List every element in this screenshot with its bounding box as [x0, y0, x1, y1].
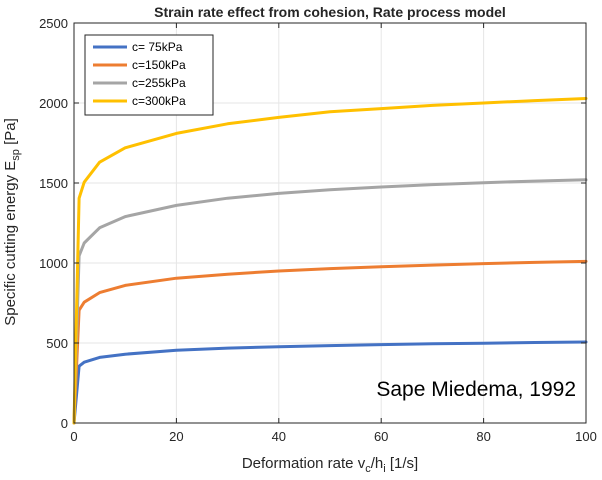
legend-label-3: c=300kPa — [132, 94, 186, 108]
y-axis-label-main: Specific cutting energy E — [2, 161, 19, 326]
legend: c= 75kPa c=150kPa c=255kPa c=300kPa — [84, 34, 214, 116]
y-tick-label-3: 1500 — [39, 176, 68, 191]
legend-label-2: c=255kPa — [132, 76, 186, 90]
y-axis-ticks: 0 500 1000 1500 2000 2500 — [39, 16, 586, 431]
y-axis-label-sub: sp — [10, 149, 22, 161]
x-tick-label-4: 80 — [476, 429, 490, 444]
x-tick-label-5: 100 — [575, 429, 597, 444]
x-axis-label-sub1: c — [365, 463, 371, 475]
y-tick-label-2: 1000 — [39, 256, 68, 271]
series-line-2 — [72, 178, 588, 425]
y-tick-label-0: 0 — [61, 416, 68, 431]
x-tick-label-1: 20 — [169, 429, 183, 444]
x-axis-label-main: Deformation rate v — [242, 455, 366, 472]
x-tick-label-2: 40 — [272, 429, 286, 444]
x-axis-label-sub2: i — [383, 463, 385, 475]
y-axis-label: Specific cutting energy Esp [Pa] — [2, 118, 22, 326]
author-annotation: Sape Miedema, 1992 — [376, 378, 576, 401]
x-tick-label-0: 0 — [70, 429, 77, 444]
legend-label-0: c= 75kPa — [132, 40, 183, 54]
series-lines — [72, 97, 588, 425]
x-axis-label: Deformation rate vc/hi [1/s] — [242, 455, 418, 475]
x-tick-label-3: 60 — [374, 429, 388, 444]
y-tick-label-4: 2000 — [39, 96, 68, 111]
y-tick-label-1: 500 — [46, 336, 68, 351]
x-axis-label-tail: [1/s] — [386, 455, 419, 472]
series-line-1 — [72, 259, 588, 425]
series-line-0 — [72, 340, 588, 425]
plot-frame — [73, 22, 587, 424]
y-axis-label-tail: [Pa] — [2, 118, 19, 149]
x-axis-label-mid: /h — [371, 455, 384, 472]
series-line-3 — [72, 97, 588, 425]
x-axis-ticks: 0 20 40 60 80 100 — [70, 23, 597, 444]
legend-label-1: c=150kPa — [132, 58, 186, 72]
y-tick-label-5: 2500 — [39, 16, 68, 31]
axes-box — [73, 22, 587, 424]
chart-title: Strain rate effect from cohesion, Rate p… — [154, 4, 506, 20]
